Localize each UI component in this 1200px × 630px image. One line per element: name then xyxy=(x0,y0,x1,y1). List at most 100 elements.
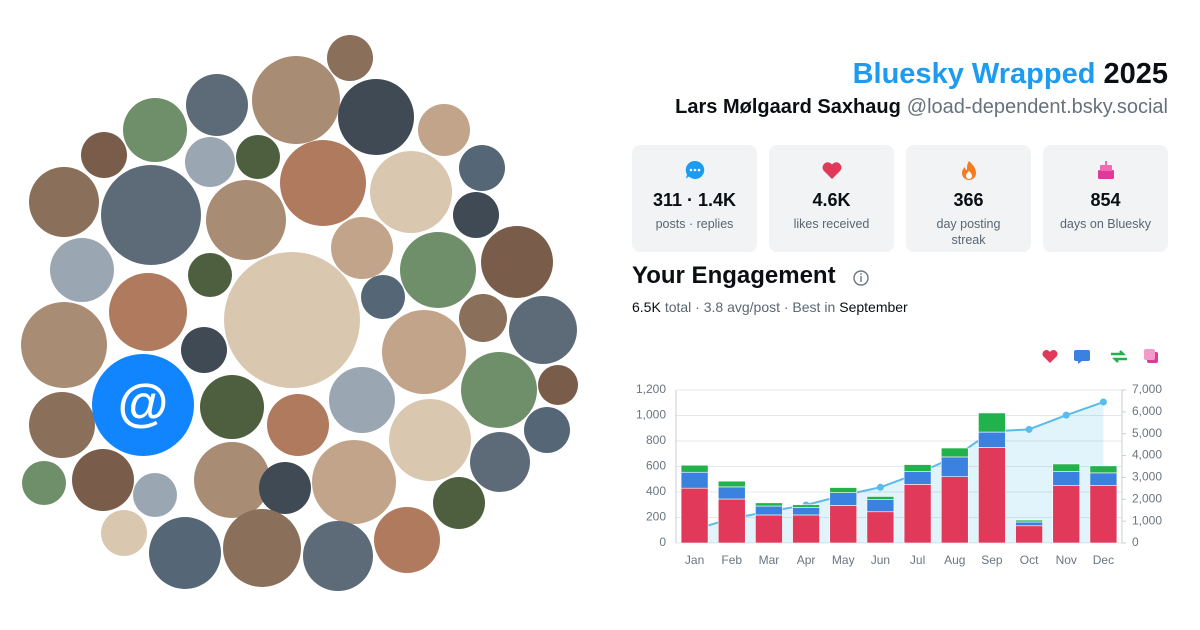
bar-segment xyxy=(978,412,1006,433)
avatar xyxy=(200,375,264,439)
bar-segment xyxy=(755,505,783,516)
x-tick-label: Oct xyxy=(1020,553,1039,567)
avatar xyxy=(101,165,201,265)
line-point xyxy=(1025,425,1033,433)
avatar xyxy=(389,399,471,481)
avatar xyxy=(338,79,414,155)
legend-icons xyxy=(1042,349,1158,364)
avatar xyxy=(252,56,340,144)
bar-segment xyxy=(978,447,1006,544)
avatar xyxy=(327,35,373,81)
x-tick-label: Mar xyxy=(759,553,780,567)
avatar-badge-symbol: @ xyxy=(118,375,169,433)
x-tick-label: Feb xyxy=(721,553,742,567)
stat-value: 4.6K xyxy=(812,190,851,210)
bar-segment xyxy=(680,464,709,473)
avatar xyxy=(186,74,248,136)
bar-segment xyxy=(1052,471,1081,486)
stat-card: 366 day posting streak xyxy=(906,145,1031,252)
stat-label: days on Bluesky xyxy=(1059,217,1152,231)
avatar xyxy=(109,273,187,351)
bar-segment xyxy=(1052,485,1081,544)
avatar-cloud: @ xyxy=(21,35,578,591)
bar-segment xyxy=(829,487,858,493)
y-tick-label: 1,200 xyxy=(636,382,666,396)
avatar xyxy=(370,151,452,233)
avatar xyxy=(50,238,114,302)
y2-tick-label: 6,000 xyxy=(1132,404,1162,418)
stat-icon xyxy=(685,160,704,179)
avatar xyxy=(224,252,360,388)
avatar xyxy=(259,462,311,514)
avatar xyxy=(123,98,187,162)
bar-segment xyxy=(829,492,858,506)
avatar xyxy=(361,275,405,319)
engagement-summary: 6.5K total · 3.8 avg/post · Best in Septem… xyxy=(632,299,912,315)
bar-segment xyxy=(717,498,746,544)
bar-segment xyxy=(755,502,783,507)
avatar xyxy=(29,167,99,237)
best-month: September xyxy=(839,299,908,315)
avatar xyxy=(81,132,127,178)
avatar xyxy=(149,517,221,589)
bar-segment xyxy=(940,456,969,478)
bar-segment xyxy=(866,499,895,513)
bar-segment xyxy=(1015,525,1043,544)
avatar xyxy=(461,352,537,428)
bar-segment xyxy=(940,447,969,458)
stat-label: posts · replies xyxy=(655,217,734,231)
x-tick-label: Jan xyxy=(685,553,704,567)
y-tick-label: 0 xyxy=(659,535,666,549)
stat-card: 4.6K likes received xyxy=(769,145,894,252)
bar-segment xyxy=(903,471,932,485)
bar-segment xyxy=(1052,463,1081,472)
stat-card: 311 · 1.4K posts · replies xyxy=(632,145,757,252)
stat-value: 366 xyxy=(953,190,984,210)
avatar xyxy=(280,140,366,226)
stat-icon xyxy=(1097,161,1114,179)
avatar xyxy=(509,296,577,364)
avatar xyxy=(101,510,147,556)
avatar xyxy=(400,232,476,308)
user-handle: @load-dependent.bsky.social xyxy=(906,96,1168,118)
engagement-chart: 0 200 400 600 800 1,000 1,200 0 1,000 2,000 3,000 4… xyxy=(636,382,1162,567)
total: 6.5K xyxy=(632,299,661,315)
avatar xyxy=(303,521,373,591)
avatar xyxy=(188,253,232,297)
avatar xyxy=(29,392,95,458)
bar-segment xyxy=(1015,519,1043,523)
title: Bluesky Wrapped 2025 xyxy=(853,58,1168,91)
stat-value: 854 xyxy=(1090,190,1121,210)
y2-tick-label: 4,000 xyxy=(1132,448,1162,462)
avatar xyxy=(185,137,235,187)
avatar xyxy=(312,440,396,524)
user-name: Lars Mølgaard Saxhaug xyxy=(675,96,901,118)
bar-segment xyxy=(903,464,932,472)
bar-segment xyxy=(978,431,1006,448)
stat-label: day posting streak xyxy=(936,217,1001,247)
avatar xyxy=(459,294,507,342)
bar-segment xyxy=(1089,472,1118,486)
x-tick-label: Nov xyxy=(1056,553,1077,567)
title-year: 2025 xyxy=(1103,58,1168,90)
avatar xyxy=(21,302,107,388)
y2-tick-label: 7,000 xyxy=(1132,382,1162,396)
bar-segment xyxy=(792,506,820,516)
avatar-badge xyxy=(92,354,194,456)
summary-text: total · 3.8 avg/post · Best in xyxy=(664,299,836,315)
bar-segment xyxy=(792,504,820,508)
avatar xyxy=(329,367,395,433)
bar-segment xyxy=(717,480,746,488)
y-tick-label: 600 xyxy=(646,459,666,473)
avatar xyxy=(459,145,505,191)
avatar xyxy=(22,461,66,505)
y-tick-label: 400 xyxy=(646,484,666,498)
avatar xyxy=(524,407,570,453)
stat-value: 311 · 1.4K xyxy=(652,190,737,210)
x-tick-label: Jul xyxy=(910,553,925,567)
y2-tick-label: 1,000 xyxy=(1132,513,1162,527)
avatar xyxy=(538,365,578,405)
avatar xyxy=(194,442,270,518)
bar-segment xyxy=(717,486,746,500)
